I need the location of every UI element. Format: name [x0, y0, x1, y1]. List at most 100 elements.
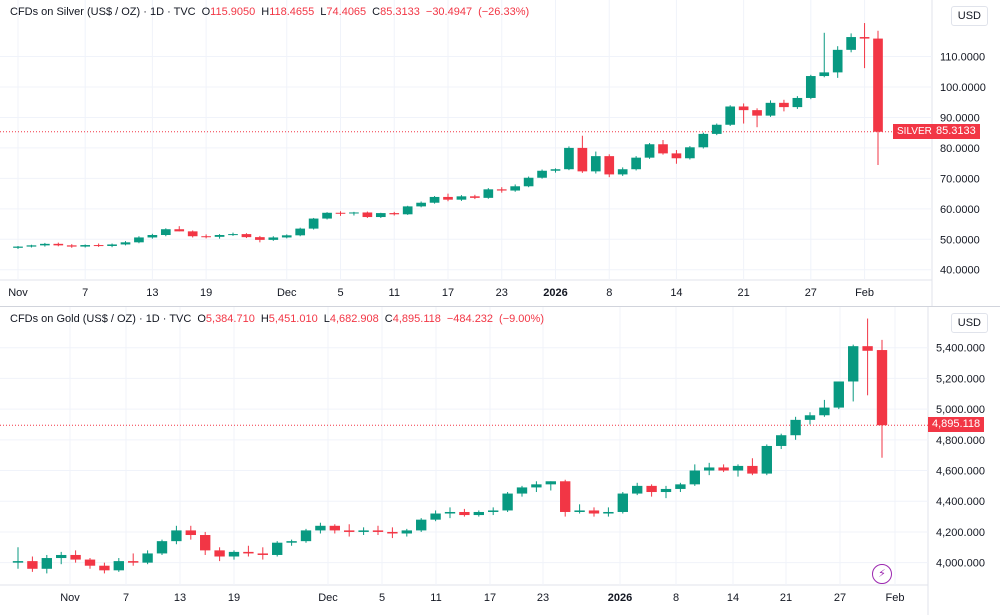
- gold-candle: [156, 539, 168, 555]
- silver-candle-body: [120, 242, 131, 245]
- gold-candle-body: [531, 484, 542, 488]
- gold-x-tick-label: 21: [780, 592, 792, 604]
- silver-candle-body: [738, 106, 749, 111]
- silver-candle-body: [564, 147, 574, 170]
- gold-candle-body: [185, 530, 196, 536]
- silver-candle: [255, 235, 265, 243]
- gold-candle: [185, 525, 196, 540]
- silver-candle: [725, 105, 736, 126]
- silver-candle: [483, 188, 494, 199]
- gold-candle: [732, 464, 744, 477]
- gold-candle: [747, 458, 758, 476]
- gold-candle: [358, 527, 369, 536]
- silver-low-label: L: [320, 6, 327, 18]
- silver-candle: [779, 99, 789, 112]
- gold-candle: [257, 547, 268, 560]
- gold-candle: [588, 507, 600, 517]
- silver-candle-body: [443, 196, 453, 200]
- panel-divider[interactable]: [0, 306, 1000, 307]
- gold-candle-body: [646, 485, 657, 493]
- gold-candle-body: [300, 530, 312, 542]
- silver-candle-body: [470, 196, 480, 198]
- silver-candle: [241, 233, 252, 239]
- gold-candle-body: [833, 381, 844, 408]
- silver-candle: [523, 176, 534, 188]
- silver-candle: [711, 123, 722, 136]
- gold-candle: [761, 444, 772, 476]
- silver-currency-button[interactable]: USD: [950, 6, 988, 26]
- gold-candle: [848, 344, 859, 402]
- silver-candle-body: [93, 245, 104, 247]
- gold-candle-body: [214, 550, 225, 557]
- silver-x-tick-label: 13: [146, 287, 158, 299]
- gold-candle: [574, 504, 585, 514]
- silver-candle: [13, 245, 23, 250]
- silver-chart[interactable]: 40.0000 50.0000 60.0000 70.0000 80.0000 90.00…: [0, 0, 1000, 306]
- silver-candle-body: [805, 76, 816, 98]
- gold-candle: [171, 525, 182, 545]
- gold-candle: [142, 550, 153, 565]
- silver-candle-body: [160, 229, 171, 236]
- gold-y-tick-label: 4,600.000: [936, 466, 985, 478]
- silver-candle: [322, 212, 332, 220]
- gold-candle: [315, 522, 326, 534]
- silver-candle: [671, 150, 682, 164]
- silver-candle: [859, 23, 870, 69]
- gold-low-label: L: [323, 313, 330, 325]
- gold-currency-button[interactable]: USD: [950, 313, 988, 333]
- gold-candle-body: [588, 510, 600, 514]
- silver-candle: [456, 195, 467, 201]
- silver-x-tick-label: 19: [200, 287, 212, 299]
- silver-x-tick-label: 14: [670, 287, 682, 299]
- silver-y-tick-label: 70.0000: [940, 173, 980, 185]
- silver-candle: [658, 139, 668, 155]
- gold-candle-body: [387, 531, 398, 534]
- silver-candle-body: [846, 37, 856, 50]
- gold-y-tick-label: 5,000.000: [936, 404, 985, 416]
- silver-y-tick-label: 40.0000: [940, 265, 980, 277]
- silver-candle: [53, 242, 64, 247]
- gold-candle: [200, 531, 211, 555]
- gold-candle: [675, 482, 686, 493]
- gold-candle-body: [401, 530, 412, 534]
- silver-candle-body: [510, 186, 521, 191]
- gold-candle: [502, 492, 513, 512]
- silver-candle: [375, 212, 386, 218]
- silver-x-tick-label: Nov: [8, 287, 28, 299]
- gold-candle-body: [675, 484, 686, 489]
- gold-candle: [444, 507, 456, 519]
- silver-candle-body: [416, 202, 426, 207]
- silver-y-tick-label: 80.0000: [940, 143, 980, 155]
- silver-symbol-tag: SILVER: [893, 123, 936, 139]
- silver-change-pct: (−26.33%): [478, 6, 530, 18]
- silver-candle-body: [617, 169, 628, 175]
- gold-candle-body: [473, 511, 484, 516]
- gold-candle-body: [344, 530, 355, 532]
- silver-y-tick-label: 90.0000: [940, 112, 980, 124]
- silver-candle-body: [631, 157, 641, 170]
- gold-close-label: C: [384, 313, 393, 325]
- lightning-icon[interactable]: ⚡: [872, 564, 892, 584]
- silver-candle-body: [214, 235, 225, 237]
- gold-candle: [632, 482, 643, 496]
- gold-title: CFDs on Gold (US$ / OZ) · 1D · TVC: [10, 313, 192, 325]
- silver-candle: [429, 196, 440, 204]
- silver-candle-body: [873, 38, 883, 132]
- silver-candle: [214, 234, 225, 239]
- gold-chart[interactable]: 4,000.000 4,200.000 4,400.000 4,600.000 4,80…: [0, 307, 1000, 615]
- gold-y-tick-label: 4,400.000: [936, 496, 985, 508]
- silver-candle-body: [779, 102, 789, 108]
- gold-candle-body: [243, 551, 254, 554]
- silver-x-tick-label: 7: [82, 287, 88, 299]
- silver-candle-body: [859, 37, 870, 39]
- gold-candle: [272, 541, 283, 557]
- silver-candle: [765, 100, 776, 117]
- silver-candle: [752, 108, 762, 128]
- gold-candle-body: [12, 561, 24, 563]
- silver-candle: [402, 205, 413, 215]
- gold-candle-body: [502, 493, 513, 511]
- gold-candle: [128, 553, 139, 566]
- silver-candle-body: [349, 212, 359, 214]
- silver-open-label: O: [201, 6, 211, 18]
- silver-title: CFDs on Silver (US$ / OZ) · 1D · TVC: [10, 6, 196, 18]
